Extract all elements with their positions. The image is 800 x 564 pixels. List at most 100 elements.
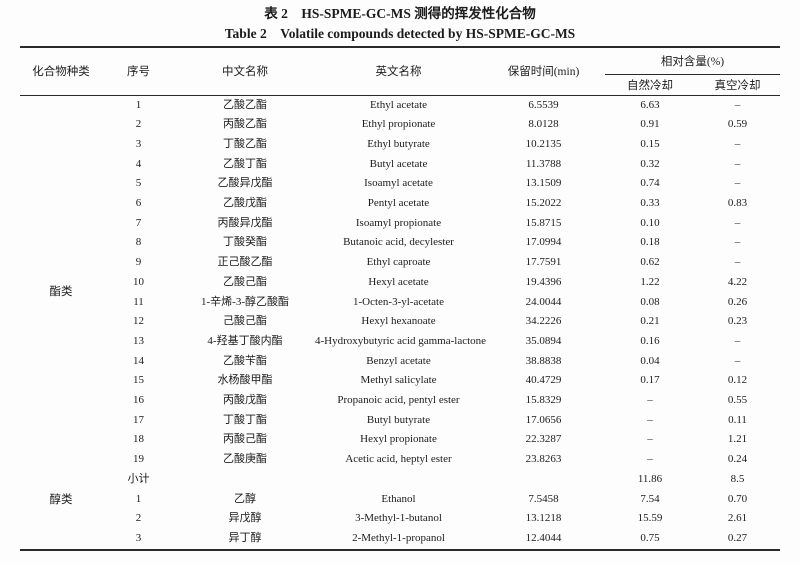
cell-vacuum: – xyxy=(734,236,741,249)
cell-retention: 13.1509 xyxy=(525,177,562,190)
cell-name-cn: 水杨酸甲酯 xyxy=(217,374,273,387)
cell-natural: 11.86 xyxy=(637,472,663,485)
cell-name-en: Butanoic acid, decylester xyxy=(343,236,454,249)
cell-name-cn: 异戊醇 xyxy=(228,512,262,525)
cell-natural: 0.04 xyxy=(640,354,660,367)
cell-name-cn: 1-辛烯-3-醇乙酸酯 xyxy=(201,295,289,308)
table-row: 醇类 1 乙醇 Ethanol 7.5458 7.54 0.70 xyxy=(20,490,780,510)
cell-vacuum: – xyxy=(734,177,741,190)
table-row: 小计 11.86 8.5 xyxy=(20,470,780,490)
cell-seq: 3 xyxy=(135,137,142,150)
category-cell: 酯类 xyxy=(49,285,73,298)
table-title-english: Table 2 Volatile compounds detected by H… xyxy=(224,26,576,41)
cell-name-en: Butyl butyrate xyxy=(366,413,431,426)
table-row: 7 丙酸异戊酯 Isoamyl propionate 15.8715 0.10 – xyxy=(20,214,780,234)
cell-name-cn: 乙酸戊酯 xyxy=(223,197,267,210)
cell-seq: 13 xyxy=(133,334,144,347)
cell-name-en: Ethyl butyrate xyxy=(367,137,430,150)
table-row: 5 乙酸异戊酯 Isoamyl acetate 13.1509 0.74 – xyxy=(20,174,780,194)
cell-name-en: Ethanol xyxy=(381,492,416,505)
cell-name-en: Isoamyl propionate xyxy=(355,216,442,229)
header-name-en: 英文名称 xyxy=(315,47,482,96)
cell-name-cn: 乙醇 xyxy=(234,492,256,505)
cell-name-en: Hexyl hexanoate xyxy=(361,315,436,328)
cell-natural: 0.62 xyxy=(640,256,660,269)
cell-vacuum: – xyxy=(734,137,741,150)
cell-retention: 17.0994 xyxy=(525,236,562,249)
table-row: 15 水杨酸甲酯 Methyl salicylate 40.4729 0.17 0.12 xyxy=(20,371,780,391)
table-row: 17 丁酸丁酯 Butyl butyrate 17.0656 – 0.11 xyxy=(20,411,780,431)
table-row: 10 乙酸己酯 Hexyl acetate 19.4396 1.22 4.22 xyxy=(20,273,780,293)
cell-name-en: Ethyl propionate xyxy=(361,118,436,131)
cell-natural: 0.10 xyxy=(640,216,660,229)
table-row: 18 丙酸己酯 Hexyl propionate 22.3287 – 1.21 xyxy=(20,430,780,450)
cell-name-cn: 乙酸苄酯 xyxy=(223,354,267,367)
cell-name-cn: 丙酸乙酯 xyxy=(223,118,267,131)
cell-natural: – xyxy=(647,453,653,466)
cell-seq: 1 xyxy=(135,98,142,111)
cell-vacuum: 0.11 xyxy=(728,413,747,426)
cell-name-en: Acetic acid, heptyl ester xyxy=(345,453,452,466)
cell-seq: 14 xyxy=(133,354,144,367)
cell-retention: 40.4729 xyxy=(525,374,562,387)
cell-seq: 18 xyxy=(133,433,144,446)
cell-natural: 0.17 xyxy=(640,374,660,387)
cell-name-cn: 丙酸异戊酯 xyxy=(217,216,273,229)
cell-natural: 0.08 xyxy=(640,295,660,308)
cell-natural: 0.21 xyxy=(640,315,660,328)
table-row: 19 乙酸庚酯 Acetic acid, heptyl ester 23.8263 – 0… xyxy=(20,450,780,470)
cell-name-en: Hexyl propionate xyxy=(360,433,437,446)
cell-retention: 22.3287 xyxy=(525,433,562,446)
cell-name-en: 3-Methyl-1-butanol xyxy=(355,512,442,525)
cell-name-en: 4-Hydroxybutyric acid gamma-lactone xyxy=(315,334,487,347)
cell-vacuum: 4.22 xyxy=(727,275,748,288)
cell-name-en: 1-Octen-3-yl-acetate xyxy=(353,295,444,308)
cell-retention: 15.8329 xyxy=(525,394,562,407)
compounds-table: 化合物种类 序号 中文名称 英文名称 保留时间(min) 相对含量(%) 自然冷… xyxy=(20,46,780,551)
cell-natural: 0.18 xyxy=(640,236,660,249)
cell-retention: 24.0044 xyxy=(525,295,562,308)
cell-name-en: Isoamyl acetate xyxy=(364,177,433,190)
cell-seq: 15 xyxy=(133,374,144,387)
cell-name-cn: 4-羟基丁酸内酯 xyxy=(207,334,283,347)
cell-retention: 11.3788 xyxy=(525,157,562,170)
table-caption: 表 2 HS-SPME-GC-MS 测得的挥发性化合物 Table 2 Vola… xyxy=(0,0,800,44)
cell-name-cn: 异丁醇 xyxy=(228,531,262,544)
header-seq: 序号 xyxy=(102,47,175,96)
cell-retention: 15.2022 xyxy=(525,197,562,210)
cell-natural: 0.33 xyxy=(640,197,660,210)
cell-vacuum: 0.55 xyxy=(727,394,748,407)
cell-name-cn: 丁酸丁酯 xyxy=(223,413,267,426)
cell-name-cn: 乙酸庚酯 xyxy=(223,453,267,466)
cell-retention: 35.0894 xyxy=(525,334,562,347)
category-cell: 醇类 xyxy=(49,493,73,506)
cell-name-cn: 乙酸乙酯 xyxy=(223,98,267,111)
header-relative-content: 相对含量(%) xyxy=(605,47,780,75)
cell-name-cn: 乙酸己酯 xyxy=(223,275,267,288)
cell-name-en: Ethyl acetate xyxy=(369,98,428,111)
cell-name-cn: 乙酸丁酯 xyxy=(223,157,267,170)
cell-vacuum: – xyxy=(734,256,741,269)
cell-seq: 6 xyxy=(135,197,142,210)
cell-seq: 3 xyxy=(135,531,142,544)
cell-name-en: 2-Methyl-1-propanol xyxy=(352,531,445,544)
table-row: 4 乙酸丁酯 Butyl acetate 11.3788 0.32 – xyxy=(20,155,780,175)
table-row: 9 正己酸乙酯 Ethyl caproate 17.7591 0.62 – xyxy=(20,253,780,273)
cell-name-en: Ethyl caproate xyxy=(366,256,431,269)
cell-retention: 8.0128 xyxy=(528,118,559,131)
cell-vacuum: 0.12 xyxy=(727,374,748,387)
cell-name-en: Hexyl acetate xyxy=(368,275,429,288)
cell-natural: 1.22 xyxy=(640,275,660,288)
cell-seq: 12 xyxy=(133,315,144,328)
table-row: 2 丙酸乙酯 Ethyl propionate 8.0128 0.91 0.59 xyxy=(20,115,780,135)
table-row: 11 1-辛烯-3-醇乙酸酯 1-Octen-3-yl-acetate 24.0044… xyxy=(20,293,780,313)
header-name-cn: 中文名称 xyxy=(175,47,315,96)
header-vacuum-cooling: 真空冷却 xyxy=(695,74,780,96)
cell-retention: 23.8263 xyxy=(525,453,562,466)
table-title-chinese: 表 2 HS-SPME-GC-MS 测得的挥发性化合物 xyxy=(264,6,536,21)
cell-name-en: Butyl acetate xyxy=(369,157,428,170)
cell-vacuum: – xyxy=(734,157,741,170)
cell-seq: 1 xyxy=(135,492,142,505)
cell-natural: – xyxy=(647,394,653,407)
